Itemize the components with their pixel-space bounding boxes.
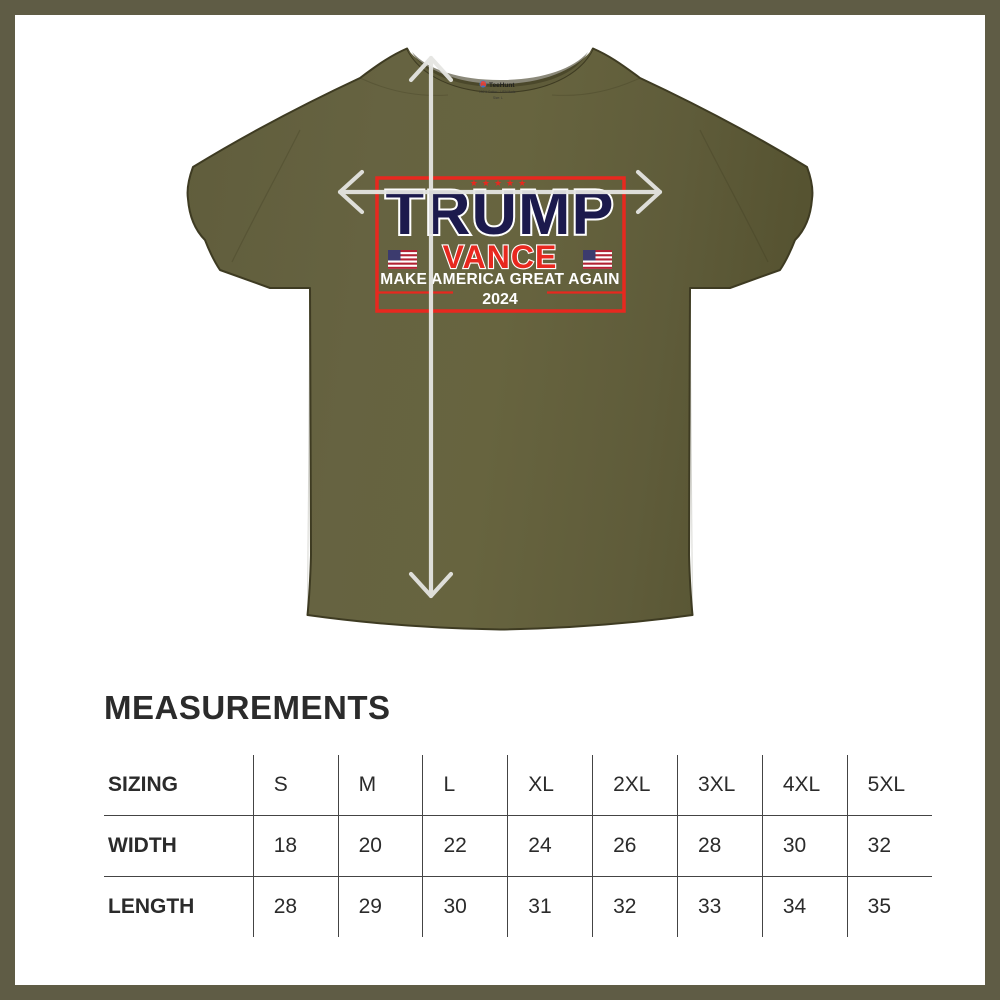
svg-text:2024: 2024 [482, 291, 518, 308]
svg-text:100% Cotton · USA Made: 100% Cotton · USA Made [479, 90, 516, 94]
svg-text:Size: L: Size: L [493, 96, 503, 100]
svg-text:MAKE AMERICA GREAT AGAIN: MAKE AMERICA GREAT AGAIN [380, 271, 619, 288]
svg-text:TRUMP: TRUMP [386, 178, 615, 248]
svg-text:VANCE: VANCE [443, 239, 558, 275]
svg-text:TeeHunt: TeeHunt [489, 82, 515, 89]
